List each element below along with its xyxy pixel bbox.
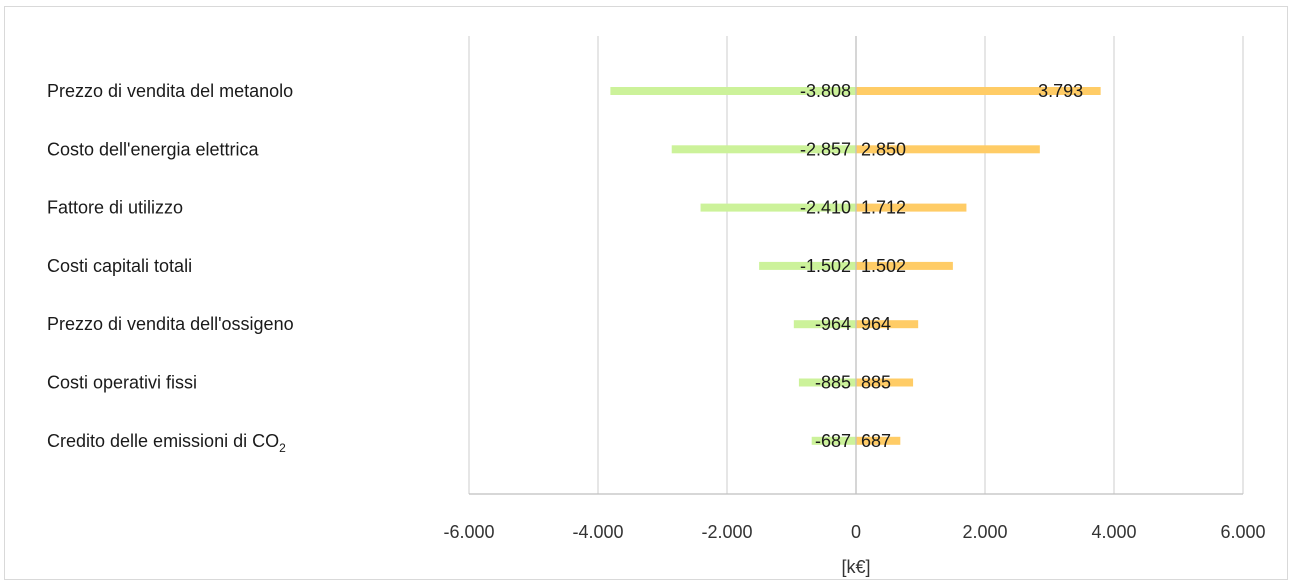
category-label-text: Prezzo di vendita dell'ossigeno: [47, 314, 294, 334]
bar-positive: [856, 320, 919, 329]
category-label-text: Costo dell'energia elettrica: [47, 139, 260, 159]
category-label: Prezzo di vendita del metanolo: [47, 81, 293, 101]
zero-axis: [469, 36, 1243, 495]
x-tick-label: 6.000: [1220, 522, 1265, 542]
category-label-text: Credito delle emissioni di CO: [47, 431, 279, 451]
x-tick-label: 4.000: [1091, 522, 1136, 542]
data-label-negative: -2.410: [800, 198, 851, 218]
category-label: Credito delle emissioni di CO2: [47, 431, 286, 455]
bar-negative: [700, 203, 856, 212]
category-label: Costi capitali totali: [47, 256, 192, 276]
data-label-positive: 687: [861, 431, 891, 451]
gridlines: [468, 36, 1244, 494]
chart-frame: [4, 6, 1288, 580]
bar-positive: [856, 145, 1040, 154]
bar-positive: [856, 261, 953, 270]
category-labels: Prezzo di vendita del metanolo Costo dell…: [47, 81, 294, 455]
category-label-text: Costi operativi fissi: [47, 373, 197, 393]
category-label-subscript: 2: [279, 441, 286, 455]
x-tick-label: 2.000: [962, 522, 1007, 542]
data-label-negative: -3.808: [800, 81, 851, 101]
bar-positive: [856, 436, 901, 445]
data-label-positive: 885: [861, 373, 891, 393]
x-axis-title: [k€]: [841, 557, 870, 577]
bar-negative: [759, 261, 856, 270]
data-label-negative: -2.857: [800, 139, 851, 159]
bar-negative: [798, 378, 856, 387]
data-label-positive: 3.793: [1038, 81, 1083, 101]
x-tick-label: -2.000: [701, 522, 752, 542]
bar-positive: [856, 378, 914, 387]
data-label-positive: 1.502: [861, 256, 906, 276]
category-label: Costi operativi fissi: [47, 373, 197, 393]
x-tick-label: -4.000: [572, 522, 623, 542]
data-label-negative: -964: [815, 314, 851, 334]
data-label-negative: -687: [815, 431, 851, 451]
bar-negative: [793, 320, 856, 329]
bar-negative: [610, 87, 856, 95]
data-labels: -3.808 3.793 -2.857 2.850 -2.410 1.712 -1.502 1…: [800, 81, 1083, 451]
category-label: Prezzo di vendita dell'ossigeno: [47, 314, 294, 334]
data-label-negative: -885: [815, 373, 851, 393]
bar-negative: [811, 436, 856, 445]
bar-positive: [856, 203, 967, 212]
category-label-text: Prezzo di vendita del metanolo: [47, 81, 293, 101]
category-label-text: Fattore di utilizzo: [47, 198, 183, 218]
x-axis-ticks: -6.000 -4.000 -2.000 0 2.000 4.000 6.000: [443, 522, 1265, 542]
bars: [610, 87, 1101, 445]
data-label-negative: -1.502: [800, 256, 851, 276]
category-label: Costo dell'energia elettrica: [47, 139, 260, 159]
x-tick-label: 0: [851, 522, 861, 542]
bar-negative: [671, 145, 856, 154]
data-label-positive: 964: [861, 314, 891, 334]
data-label-positive: 1.712: [861, 198, 906, 218]
data-label-positive: 2.850: [861, 139, 906, 159]
category-label: Fattore di utilizzo: [47, 198, 183, 218]
bar-positive: [856, 87, 1101, 95]
x-tick-label: -6.000: [443, 522, 494, 542]
category-label-text: Costi capitali totali: [47, 256, 192, 276]
